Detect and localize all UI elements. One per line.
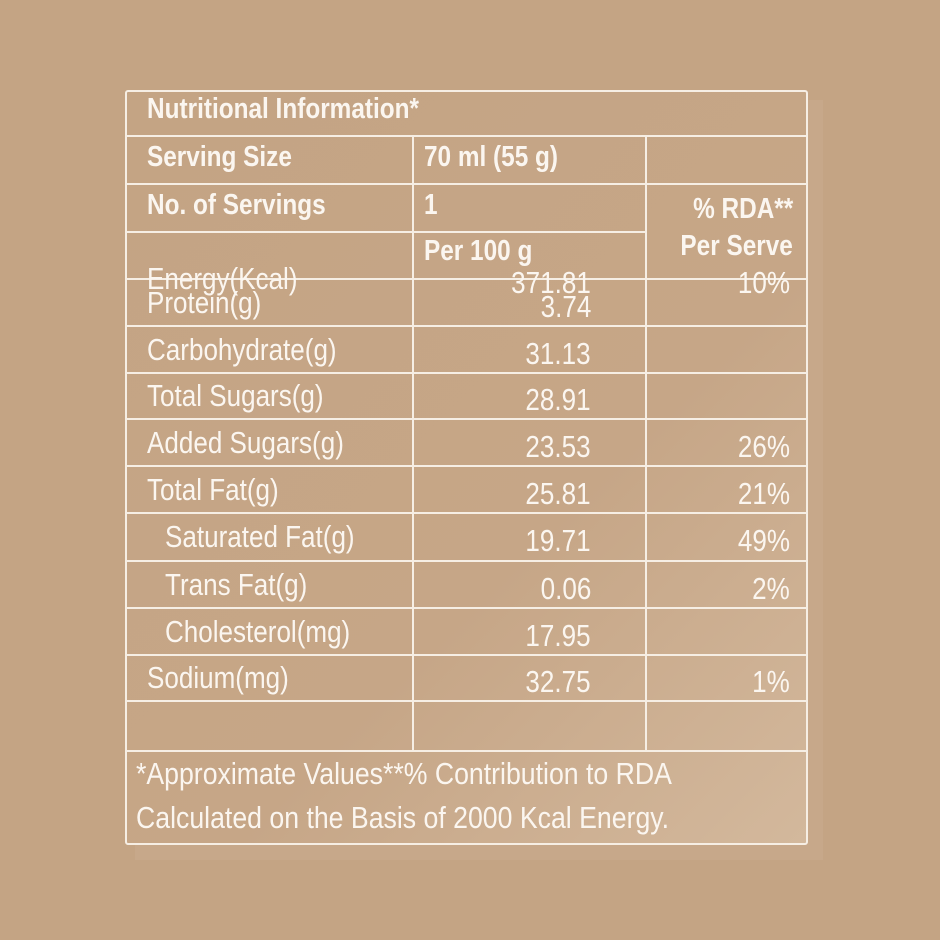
divider — [645, 183, 808, 185]
rda-value: 26% — [737, 428, 790, 464]
rda-value: 1% — [752, 664, 790, 699]
divider — [125, 372, 808, 374]
nutrition-table — [125, 90, 808, 845]
divider — [125, 135, 808, 137]
nutrient-label: Total Sugars(g) — [147, 378, 324, 413]
divider — [125, 750, 808, 752]
per-100g-value: 0.06 — [540, 570, 591, 606]
nutrient-label: Energy(Kcal) — [147, 261, 298, 296]
per-100g-value: 19.71 — [525, 523, 591, 558]
rda-value: 2% — [752, 570, 790, 606]
footnote-line2: Calculated on the Basis of 2000 Kcal Ene… — [136, 800, 670, 835]
rda-value: 49% — [737, 523, 790, 558]
per-100g-value: 31.13 — [525, 335, 591, 371]
divider — [125, 560, 808, 562]
nutrient-label: Carbohydrate(g) — [147, 331, 337, 367]
rda-header-sub: Per Serve — [680, 230, 793, 262]
per-100g-value: 25.81 — [525, 475, 591, 511]
per-100g-value: 32.75 — [525, 664, 591, 699]
servings-value: 1 — [424, 189, 438, 221]
serving-size-label: Serving Size — [147, 141, 292, 173]
divider — [125, 183, 645, 185]
column-divider — [645, 135, 647, 750]
divider — [125, 418, 808, 420]
rda-value: 21% — [737, 475, 790, 511]
rda-value: 10% — [737, 265, 790, 300]
per-100g-value: 17.95 — [525, 617, 591, 653]
divider — [125, 654, 808, 656]
per-100g-value: 3.74 — [540, 288, 591, 324]
per-100g-value: 371.81 — [511, 265, 591, 300]
nutrient-label: Cholesterol(mg) — [165, 613, 351, 649]
nutrient-label: Saturated Fat(g) — [165, 519, 355, 554]
nutrient-label: Total Fat(g) — [147, 471, 279, 507]
divider — [125, 700, 808, 702]
nutrient-label: Trans Fat(g) — [165, 566, 308, 602]
nutrient-label: Sodium(mg) — [147, 660, 289, 695]
divider — [125, 465, 808, 467]
per-100g-value: 28.91 — [525, 382, 591, 417]
per-100g-value: 23.53 — [525, 428, 591, 464]
table-title: Nutritional Information* — [147, 93, 420, 125]
nutrient-label: Added Sugars(g) — [147, 424, 344, 460]
divider — [125, 607, 808, 609]
per-100g-header: Per 100 g — [424, 235, 533, 267]
serving-size-value: 70 ml (55 g) — [424, 141, 559, 173]
divider — [125, 231, 645, 233]
footnote-line1: *Approximate Values**% Contribution to R… — [136, 756, 672, 791]
servings-label: No. of Servings — [147, 189, 326, 221]
column-divider — [412, 135, 414, 750]
nutrient-label: Protein(g) — [147, 284, 262, 320]
rda-header: % RDA** — [692, 193, 793, 225]
divider — [125, 512, 808, 514]
divider — [125, 278, 808, 280]
divider — [125, 325, 808, 327]
